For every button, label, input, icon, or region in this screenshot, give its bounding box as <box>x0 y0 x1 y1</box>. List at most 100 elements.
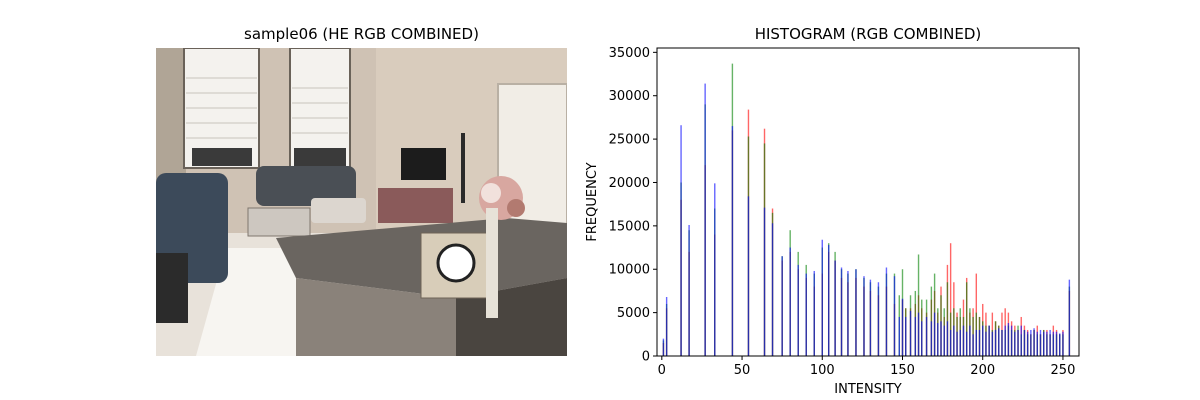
histogram-bar-blue <box>797 264 799 356</box>
x-tick-label: 200 <box>970 363 995 378</box>
histogram-bar-blue <box>956 331 958 356</box>
y-tick-label: 0 <box>642 350 650 365</box>
histogram-bar-blue <box>1055 331 1058 356</box>
histogram-bar-blue <box>994 329 997 356</box>
x-tick-label: 100 <box>810 363 835 378</box>
histogram-bar-blue <box>930 321 933 356</box>
histogram-chart: 0 50 100 150 200 250 0 5000 10000 15000 20000 2500… <box>585 46 1080 397</box>
histogram-bar-blue <box>781 256 783 356</box>
histogram-bar-blue <box>943 325 945 356</box>
histogram-bar-blue <box>1033 328 1035 356</box>
histogram-bar-blue <box>917 312 920 356</box>
histogram-bar-red <box>949 243 952 356</box>
histogram-bar-blue <box>972 334 974 356</box>
histogram-bar-blue <box>933 312 936 356</box>
histogram-bar-blue <box>988 325 990 356</box>
histogram-bar-blue <box>1062 331 1064 356</box>
histogram-bar-blue <box>747 196 750 356</box>
y-tick-label: 35000 <box>609 46 650 61</box>
histogram-bar-blue <box>937 323 939 356</box>
histogram-bar-blue <box>940 321 942 356</box>
histogram-bar-blue <box>969 325 971 356</box>
histogram-bar-blue <box>949 329 952 356</box>
histogram-bar-blue <box>877 282 880 356</box>
bar-group <box>662 63 1071 357</box>
histogram-bar-blue <box>1052 331 1055 356</box>
histogram-bar-blue <box>821 239 823 356</box>
histogram-bar-blue <box>714 183 716 356</box>
histogram-bar-blue <box>1039 329 1042 356</box>
histogram-bar-blue <box>946 321 949 356</box>
histogram-bar-blue <box>1023 329 1026 356</box>
histogram-bar-blue <box>978 329 981 356</box>
plot-frame <box>656 47 1080 357</box>
histogram-bar-blue <box>855 269 857 356</box>
histogram-bar-blue <box>885 267 888 356</box>
histogram-bar-blue <box>662 338 665 356</box>
histogram-bar-blue <box>998 328 1000 356</box>
histogram-bar-blue <box>985 331 987 356</box>
histogram-bar-blue <box>975 329 978 356</box>
histogram-bar-green <box>965 282 968 356</box>
y-tick-label: 20000 <box>609 176 650 191</box>
x-tick-label: 0 <box>658 363 666 378</box>
histogram-bar-blue <box>813 270 815 356</box>
y-tick-label: 30000 <box>609 89 650 104</box>
histogram-bar-blue <box>898 316 900 356</box>
y-axis-label: FREQUENCY <box>585 162 600 241</box>
histogram-bar-blue <box>893 276 896 356</box>
histogram-bar-blue <box>1043 331 1045 356</box>
y-axis: 0 5000 10000 15000 20000 25000 30000 35000 <box>609 46 657 365</box>
x-tick-label: 50 <box>734 363 751 378</box>
histogram-bar-blue <box>827 244 830 356</box>
histogram-bar-blue <box>991 331 994 356</box>
histogram-bar-blue <box>1010 325 1013 356</box>
histogram-bar-blue <box>731 126 734 356</box>
histogram-bar-blue <box>1001 329 1003 356</box>
y-tick-label: 25000 <box>609 133 650 148</box>
histogram-bar-blue <box>914 316 917 356</box>
histogram-bar-blue <box>1017 329 1019 356</box>
x-axis-label: INTENSITY <box>834 382 901 397</box>
histogram-bar-blue <box>1007 323 1010 356</box>
histogram-bar-blue <box>863 276 865 356</box>
histogram-bar-blue <box>771 223 774 356</box>
histogram-bar-blue <box>688 224 690 356</box>
histogram-bar-blue <box>1059 333 1061 356</box>
histogram-bar-blue <box>847 270 849 356</box>
histogram-bar-blue <box>905 316 907 356</box>
histogram-bar-blue <box>909 310 912 356</box>
histogram-bar-blue <box>982 325 984 356</box>
image-title: sample06 (HE RGB COMBINED) <box>244 25 479 43</box>
y-tick-label: 10000 <box>609 263 650 278</box>
histogram-bar-blue <box>869 279 872 356</box>
histogram-bar-blue <box>962 325 965 356</box>
room-photo <box>156 48 567 356</box>
histogram-bar-blue <box>953 325 955 356</box>
histogram-bar-blue <box>965 331 968 356</box>
histogram-bar-blue <box>1049 329 1051 356</box>
histogram-bar-green <box>930 286 933 356</box>
histogram-bar-blue <box>789 247 791 356</box>
histogram-bar-blue <box>834 260 836 356</box>
histogram-bar-blue <box>901 298 904 356</box>
histogram-bar-green <box>946 282 949 356</box>
histogram-bar-blue <box>763 207 766 356</box>
x-tick-label: 150 <box>890 363 915 378</box>
histogram-bar-blue <box>1036 331 1038 356</box>
histogram-bar-blue <box>704 83 706 356</box>
histogram-bar-blue <box>1020 325 1022 356</box>
histogram-bar-blue <box>680 125 682 356</box>
histogram-bar-blue <box>665 297 668 356</box>
histogram-bar-blue <box>1026 331 1029 356</box>
x-tick-label: 250 <box>1051 363 1076 378</box>
histogram-bar-blue <box>1046 331 1048 356</box>
x-axis: 0 50 100 150 200 250 <box>658 356 1076 378</box>
histogram-bar-blue <box>959 329 961 356</box>
histogram-bar-blue <box>1068 279 1071 356</box>
histogram-bar-blue <box>805 273 807 356</box>
histogram-bar-blue <box>1030 329 1032 356</box>
histogram-bar-blue <box>1014 331 1016 356</box>
histogram-bar-blue <box>1004 325 1006 356</box>
histogram-bar-blue <box>925 316 928 356</box>
